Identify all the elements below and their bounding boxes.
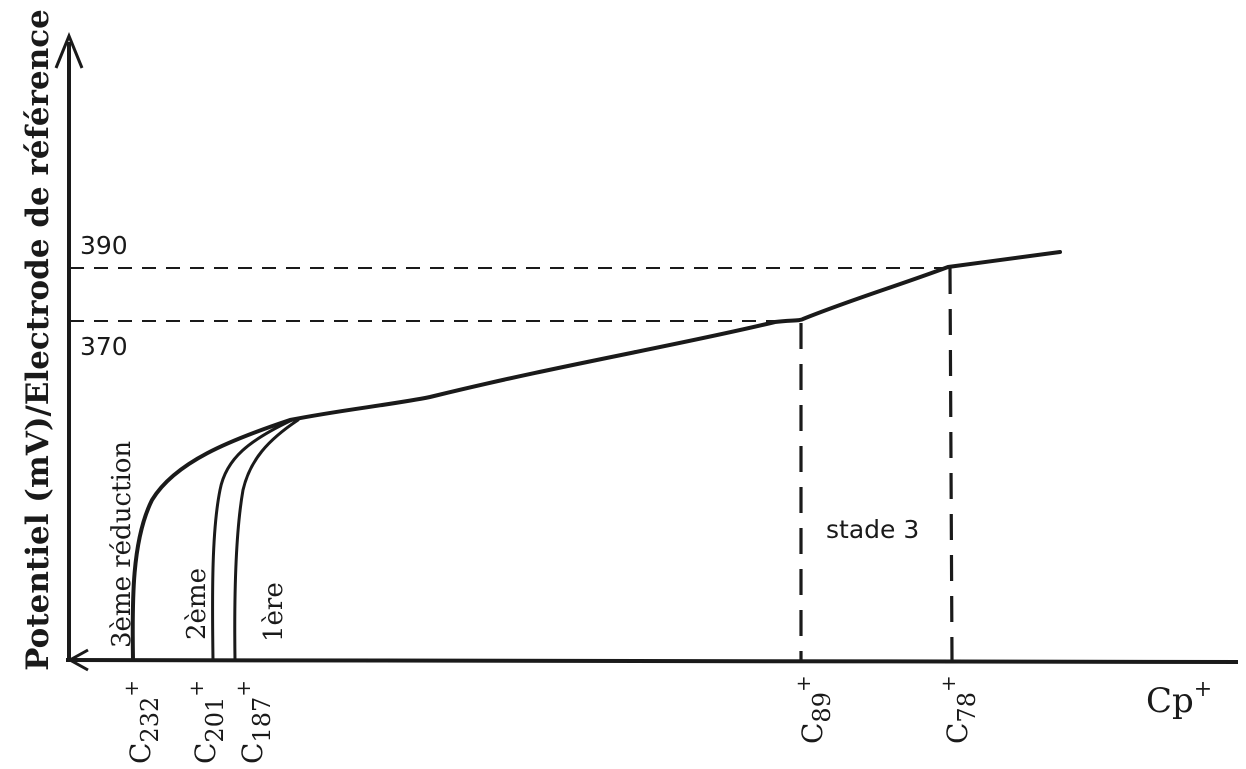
x-tick-c78-base: C [941, 723, 974, 744]
stade-3-label: stade 3 [826, 515, 919, 544]
x-tick-c78: C78+ [936, 675, 981, 744]
x-tick-c187-sub: 187 [248, 697, 276, 743]
svg-text:C89+: C89+ [791, 675, 836, 744]
x-tick-c89-base: C [796, 723, 829, 744]
label-first-reduction: 1ère [259, 582, 289, 642]
x-axis-left-tick [66, 648, 89, 672]
x-axis-label-text: Cp [1146, 681, 1194, 721]
y-tick-370: 370 [80, 332, 128, 361]
curve-first-reduction [233, 418, 300, 662]
svg-text:C232+: C232+ [119, 680, 164, 764]
x-tick-c89-sub: 89 [808, 692, 836, 723]
x-tick-c232: C232+ [119, 680, 164, 764]
vdash-c78 [948, 267, 954, 661]
x-tick-c78-sup: + [936, 675, 960, 692]
x-tick-c89-sup: + [791, 675, 815, 692]
x-tick-c232-base: C [124, 743, 157, 764]
x-axis-label-sup: + [1194, 677, 1212, 702]
curve-third-reduction [130, 250, 1062, 662]
x-tick-c78-sub: 78 [953, 692, 981, 723]
x-axis-label: Cp+ [1146, 677, 1212, 721]
x-tick-c187-sup: + [231, 680, 255, 697]
x-tick-c187-base: C [236, 743, 269, 764]
x-axis-line [65, 658, 1239, 664]
x-tick-c201: C201+ [184, 680, 229, 764]
x-tick-c201-sub: 201 [201, 697, 229, 743]
y-axis-arrow [54, 32, 84, 69]
y-axis-label: Potentiel (mV)/Electrode de référence [20, 9, 56, 671]
label-second-reduction: 2ème [182, 568, 212, 640]
svg-text:C201+: C201+ [184, 680, 229, 764]
y-tick-390: 390 [80, 231, 128, 260]
svg-text:Cp+: Cp+ [1146, 677, 1212, 721]
svg-text:C78+: C78+ [936, 675, 981, 744]
x-tick-c201-sup: + [184, 680, 208, 697]
label-third-reduction: 3ème réduction [107, 441, 137, 648]
x-tick-c201-base: C [189, 743, 222, 764]
svg-text:C187+: C187+ [231, 680, 276, 764]
x-tick-c232-sup: + [119, 680, 143, 697]
curve-second-reduction [211, 418, 294, 662]
x-tick-c187: C187+ [231, 680, 276, 764]
x-tick-c232-sub: 232 [136, 697, 164, 743]
x-tick-c89: C89+ [791, 675, 836, 744]
